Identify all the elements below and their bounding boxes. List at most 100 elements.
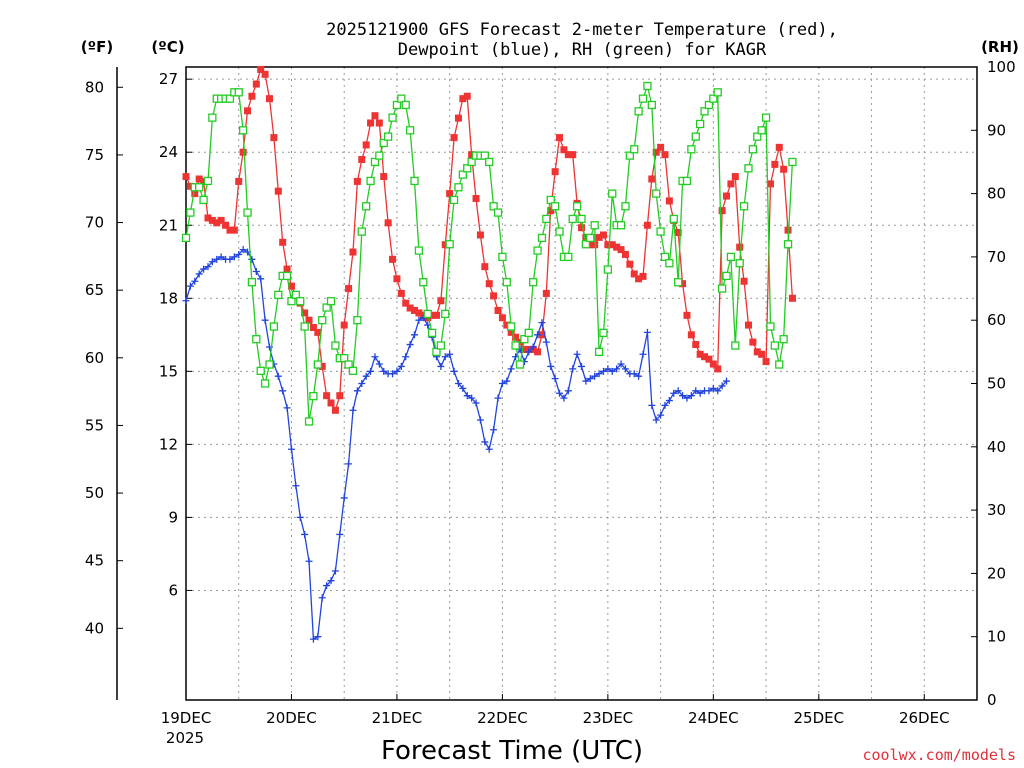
data-point <box>771 160 779 168</box>
data-point <box>578 362 585 370</box>
data-point <box>569 365 577 373</box>
data-point <box>260 379 270 388</box>
data-point <box>274 187 282 195</box>
fahrenheit-tick-label: 80 <box>85 78 104 96</box>
data-point <box>709 384 717 392</box>
data-point <box>591 241 599 249</box>
data-point <box>608 189 617 198</box>
data-point <box>301 309 309 317</box>
data-point <box>458 170 468 179</box>
data-point <box>713 88 722 97</box>
data-point <box>204 214 212 222</box>
data-point <box>344 360 353 369</box>
data-point <box>784 226 792 234</box>
data-point <box>301 530 309 538</box>
x-tick-label: 24DEC <box>688 709 739 727</box>
data-point <box>525 348 533 356</box>
data-point <box>621 250 629 258</box>
data-point <box>534 331 542 339</box>
celsius-tick-label: 27 <box>159 70 178 88</box>
data-point <box>427 328 437 338</box>
data-point <box>705 387 713 395</box>
data-point <box>643 328 651 336</box>
data-point <box>744 164 753 173</box>
x-tick-label: 25DEC <box>794 709 845 727</box>
data-point <box>537 233 547 243</box>
celsius-tick-label: 12 <box>159 435 178 453</box>
data-point <box>389 255 397 263</box>
tick-labels: 6 9 12 15 18 21 24 27 40 45 50 55 60 65 70 75 80 0 10 20 30 4… <box>85 58 1016 727</box>
data-point <box>577 214 586 224</box>
data-point <box>446 190 454 198</box>
rh-tick-label: 50 <box>987 375 1006 393</box>
data-point <box>586 375 594 383</box>
data-point <box>441 353 449 361</box>
data-point <box>683 394 691 402</box>
data-point <box>481 438 489 446</box>
rh-tick-label: 30 <box>987 501 1006 519</box>
data-point <box>679 280 687 288</box>
data-point <box>217 253 225 261</box>
data-point <box>380 173 388 181</box>
data-point <box>590 221 599 230</box>
data-point <box>679 392 687 400</box>
data-point <box>375 360 383 368</box>
data-point <box>309 635 317 643</box>
data-point <box>191 190 199 198</box>
data-point <box>217 216 225 224</box>
data-point <box>661 401 669 409</box>
data-point <box>683 311 691 319</box>
data-point <box>287 445 295 453</box>
data-point <box>538 319 546 327</box>
data-point <box>723 377 731 385</box>
data-point <box>415 316 423 324</box>
fahrenheit-tick-label: 60 <box>85 349 104 367</box>
data-point <box>375 151 384 160</box>
data-point <box>397 94 406 103</box>
data-point <box>726 252 736 262</box>
data-point <box>318 316 327 325</box>
data-point <box>195 175 203 183</box>
x-axis-title: Forecast Time (UTC) <box>381 736 643 766</box>
data-point <box>336 530 344 538</box>
data-point <box>573 350 581 358</box>
data-point <box>770 341 780 350</box>
data-point <box>485 157 494 167</box>
data-point <box>208 113 217 122</box>
data-point <box>300 322 309 331</box>
fahrenheit-tick-label: 50 <box>85 484 104 502</box>
data-point <box>225 94 235 103</box>
data-point <box>630 145 639 154</box>
data-point <box>367 119 375 127</box>
data-point <box>595 233 603 241</box>
data-point <box>757 126 766 135</box>
data-point <box>731 341 740 350</box>
data-point <box>234 88 243 97</box>
data-point <box>402 353 410 361</box>
data-point <box>261 316 269 324</box>
data-point <box>551 168 559 176</box>
data-point <box>371 112 379 120</box>
data-point <box>701 353 709 361</box>
data-point <box>309 392 318 401</box>
data-point <box>405 126 415 135</box>
data-point <box>257 275 265 283</box>
data-point <box>696 350 704 358</box>
rh-tick-label: 20 <box>987 564 1006 582</box>
data-point <box>617 246 625 254</box>
data-point <box>411 306 419 314</box>
data-point <box>182 297 190 305</box>
data-point <box>547 207 555 215</box>
data-point <box>296 513 304 521</box>
data-point <box>195 270 203 278</box>
data-point <box>665 397 673 405</box>
data-point <box>687 392 695 400</box>
data-point <box>740 277 748 285</box>
data-point <box>371 353 379 361</box>
data-point <box>265 95 273 103</box>
data-point <box>652 148 660 156</box>
data-point <box>248 255 256 263</box>
data-point <box>481 263 489 271</box>
data-point <box>674 278 683 287</box>
data-point <box>542 338 550 346</box>
